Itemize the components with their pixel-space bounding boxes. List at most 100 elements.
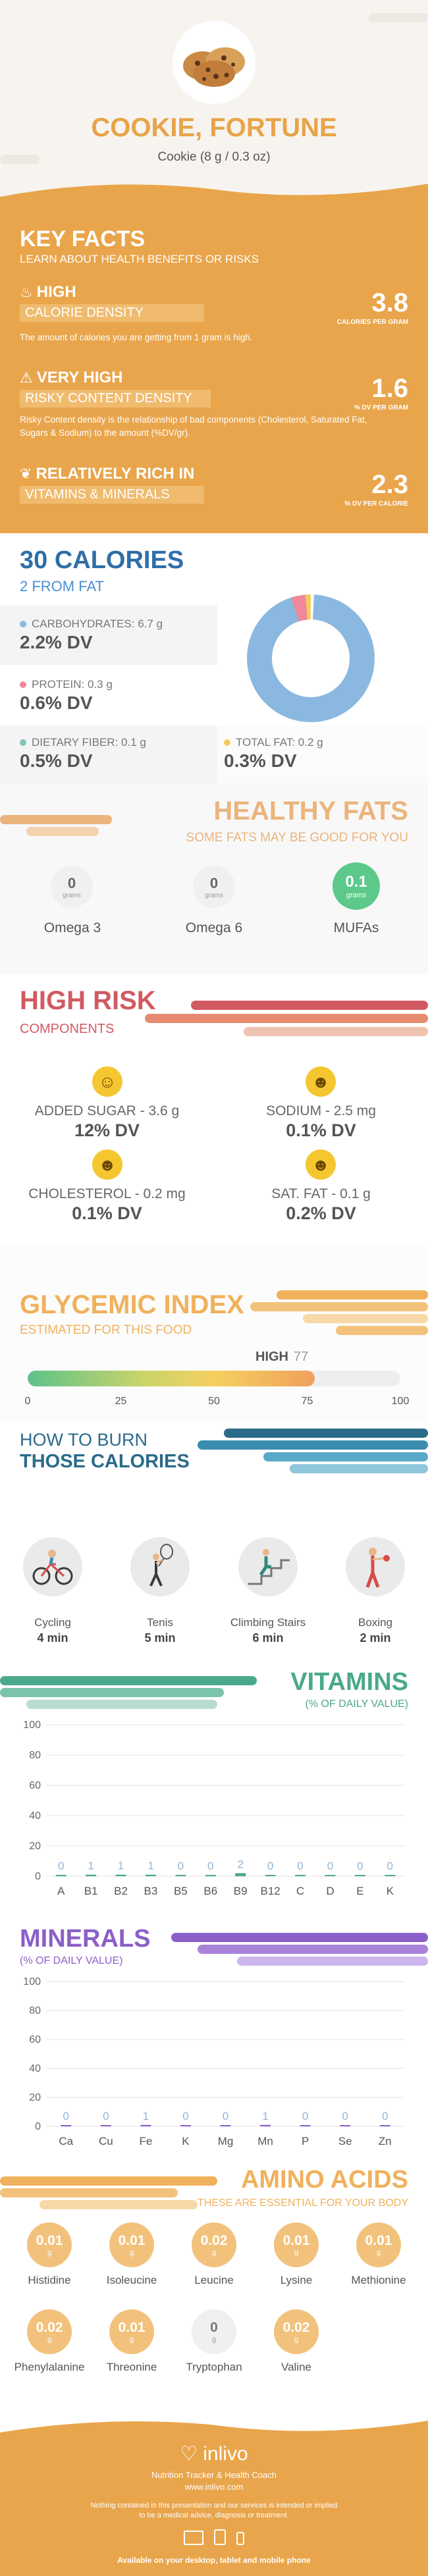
bar-value-label: 1 — [262, 2110, 268, 2122]
burn-section: HOW TO BURN THOSE CALORIES Cycling 4 min… — [0, 1422, 428, 1659]
x-tick-label: E — [356, 1885, 363, 1897]
glycemic-level: HIGH — [255, 1350, 288, 1364]
bar — [175, 1875, 186, 1876]
bar — [235, 1873, 246, 1876]
glycemic-title: GLYCEMIC INDEX — [20, 1290, 244, 1319]
bar-value-label: 0 — [182, 2110, 188, 2122]
bar-value-label: 0 — [297, 1860, 303, 1872]
tablet-icon — [214, 2529, 226, 2545]
fact-value: 3.8 — [371, 288, 408, 317]
footer-disclaimer-1: Nothing contained in this presentation a… — [90, 2502, 338, 2510]
glycemic-tick-label: 25 — [115, 1396, 127, 1407]
y-tick-label: 0 — [35, 1871, 41, 1882]
grin-icon: ☻ — [306, 1149, 336, 1180]
footer-disclaimer-2: to be a medical advice, diagnosis or tre… — [139, 2511, 289, 2519]
amino-label: Methionine — [351, 2274, 406, 2286]
amino-badge: 0.01 g — [356, 2222, 401, 2267]
risk-label: CHOLESTEROL - 0.2 mg — [28, 1186, 186, 1201]
macro-fiber: DIETARY FIBER: 0.1 g 0.5% DV — [20, 736, 146, 771]
bar-value-label: 0 — [342, 2110, 348, 2122]
fact-description: Risky Content density is the relationshi… — [20, 415, 367, 438]
glycemic-tick-label: 50 — [208, 1396, 220, 1407]
burn-activity-name: Cycling — [34, 1616, 71, 1629]
bar-value-label: 0 — [178, 1860, 184, 1872]
x-tick-label: B1 — [84, 1885, 98, 1897]
glycemic-tick-label: 100 — [391, 1396, 410, 1407]
page-subtitle: Cookie (8 g / 0.3 oz) — [157, 150, 271, 164]
glycemic-fill — [28, 1371, 315, 1386]
footer-url[interactable]: www.inlivo.com — [184, 2482, 244, 2492]
x-tick-label: C — [296, 1885, 304, 1897]
omega3-badge: 0 grams — [51, 866, 93, 908]
amino-badge: 0.02 g — [27, 2309, 72, 2354]
y-tick-label: 40 — [29, 2063, 41, 2074]
glycemic-section: GLYCEMIC INDEX ESTIMATED FOR THIS FOOD H… — [0, 1224, 428, 1422]
bar-value-label: 1 — [118, 1860, 124, 1872]
omega6-label: Omega 6 — [185, 920, 243, 935]
amino-badge: 0.02 g — [192, 2222, 236, 2267]
risky-content-fact: ⚠ VERY HIGH RISKY CONTENT DENSITY 1.6 % … — [0, 369, 428, 454]
mufas-label: MUFAs — [333, 920, 379, 935]
glycemic-value: 77 — [294, 1350, 309, 1364]
phone-icon — [236, 2532, 244, 2545]
risk-label: SAT. FAT - 0.1 g — [271, 1186, 371, 1201]
bar-value-label: 0 — [223, 2110, 228, 2122]
macro-carbs: CARBOHYDRATES: 6.7 g 2.2% DV — [20, 618, 163, 652]
fact-label: CALORIE DENSITY — [20, 304, 204, 322]
x-tick-label: A — [57, 1885, 65, 1897]
x-tick-label: K — [182, 2135, 190, 2147]
fact-unit: % DV PER CALORIE — [344, 500, 408, 508]
calorie-density-fact: ♨ HIGH CALORIE DENSITY 3.8 CALORIES PER … — [0, 283, 428, 355]
bar — [145, 1874, 156, 1876]
y-tick-label: 40 — [29, 1810, 41, 1822]
boxing-icon — [346, 1537, 405, 1596]
warning-icon: ⚠ — [20, 369, 33, 386]
y-tick-label: 20 — [29, 2092, 41, 2103]
amino-label: Tryptophan — [186, 2361, 242, 2373]
fact-level: RELATIVELY RICH IN — [36, 465, 195, 483]
x-tick-label: Ca — [59, 2135, 73, 2147]
x-tick-label: B12 — [261, 1885, 281, 1897]
grin-icon: ☻ — [92, 1149, 122, 1180]
bar-value-label: 0 — [103, 2110, 109, 2122]
bar — [61, 2125, 72, 2126]
key-facts-subtitle: LEARN ABOUT HEALTH BENEFITS OR RISKS — [20, 253, 259, 265]
omega3-label: Omega 3 — [43, 920, 101, 935]
risk-label: ADDED SUGAR - 3.6 g — [34, 1103, 180, 1118]
bar — [180, 2125, 191, 2126]
bar — [379, 2125, 390, 2126]
macro-fat: TOTAL FAT: 0.2 g 0.3% DV — [224, 736, 323, 771]
bar-value-label: 1 — [143, 2110, 149, 2122]
healthy-fats-title: HEALTHY FATS — [213, 797, 408, 826]
bar-value-label: 0 — [267, 1860, 273, 1872]
bar-value-label: 0 — [302, 2110, 308, 2122]
minerals-subtitle: (% OF DAILY VALUE) — [20, 1955, 123, 1966]
bar-value-label: 0 — [58, 1860, 64, 1872]
fact-label: RISKY CONTENT DENSITY — [20, 390, 211, 407]
risk-dv: 0.1% DV — [72, 1203, 142, 1223]
x-tick-label: Cu — [99, 2135, 113, 2147]
footer-section: ♡ inlivo Nutrition Tracker & Health Coac… — [0, 2415, 428, 2576]
x-tick-label: B9 — [234, 1885, 248, 1897]
vitamins-subtitle: (% OF DAILY VALUE) — [305, 1698, 408, 1710]
heart-logo-icon: ♡ — [180, 2443, 198, 2465]
burn-activity-time: 4 min — [37, 1631, 68, 1644]
amino-label: Valine — [281, 2361, 311, 2373]
burn-activity-time: 6 min — [252, 1631, 284, 1644]
y-tick-label: 100 — [23, 1976, 41, 1987]
high-risk-section: HIGH RISK COMPONENTS ☺ ADDED SUGAR - 3.6… — [0, 974, 428, 1224]
desktop-icon — [184, 2531, 203, 2545]
glycemic-scale-bar — [28, 1371, 400, 1386]
mufas-badge: 0.1 grams — [333, 862, 380, 910]
bar — [55, 1875, 67, 1876]
amino-label: Threonine — [106, 2361, 157, 2373]
minerals-section: MINERALS (% OF DAILY VALUE) 100 80 60 40 20 0… — [0, 1916, 428, 2159]
amino-label: Isoleucine — [106, 2274, 157, 2286]
bar — [295, 1875, 306, 1876]
vitamins-section: VITAMINS (% OF DAILY VALUE) 100 80 60 40 20 0… — [0, 1659, 428, 1916]
bar — [115, 1874, 126, 1876]
amino-badge: 0.01 g — [109, 2309, 154, 2354]
page-title: COOKIE, FORTUNE — [91, 113, 337, 142]
x-tick-label: Fe — [139, 2135, 152, 2147]
